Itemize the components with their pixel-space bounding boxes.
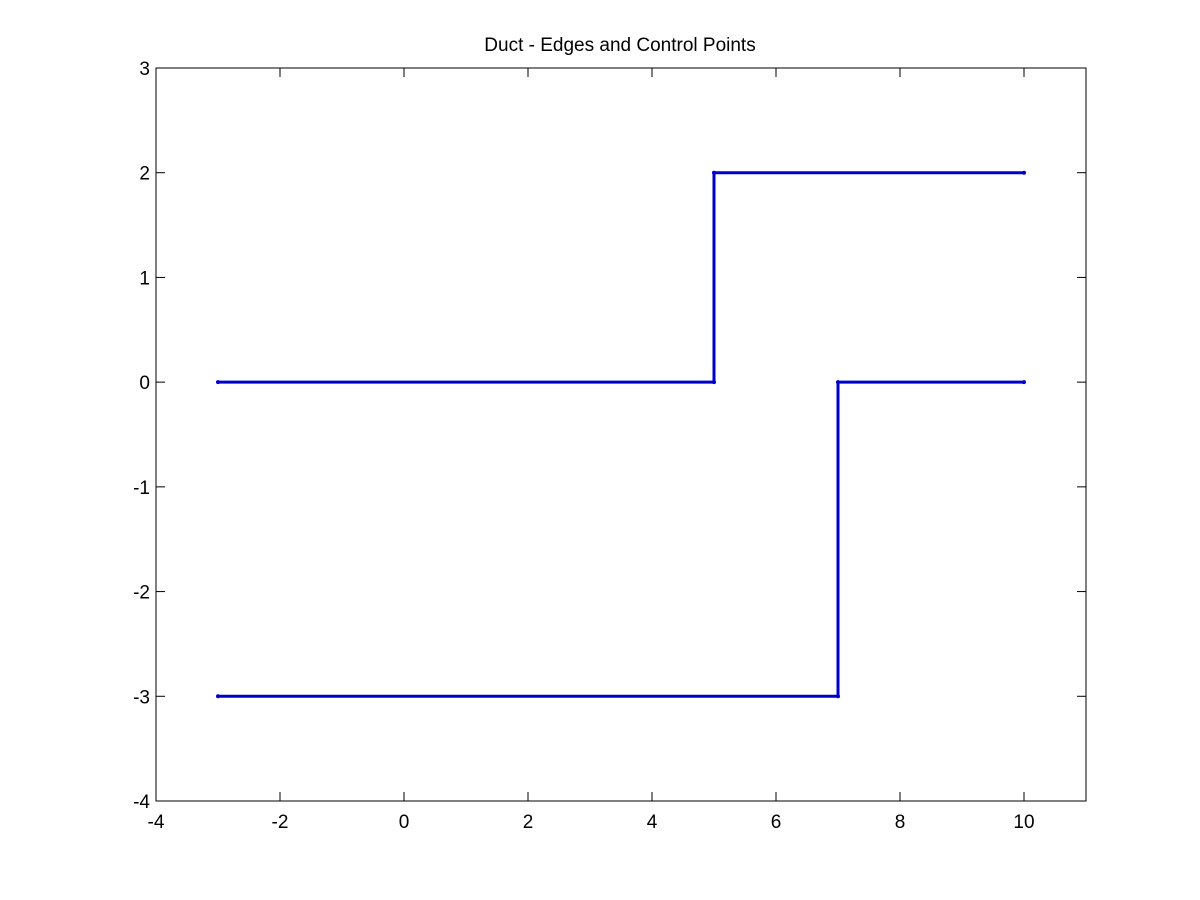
y-tick-label: 2 — [139, 164, 150, 185]
y-tick-label: 3 — [139, 59, 150, 80]
control-point — [216, 380, 220, 385]
x-tick-label: 4 — [647, 812, 658, 833]
control-point — [836, 380, 840, 385]
x-tick-label: 6 — [771, 812, 782, 833]
chart-title: Duct - Edges and Control Points — [484, 35, 755, 56]
duct-edge-line-1 — [218, 171, 1024, 384]
y-tick-label: 0 — [139, 373, 150, 394]
duct-edge-line-2 — [218, 380, 1024, 698]
control-point — [836, 694, 840, 699]
plot-series — [216, 170, 1026, 699]
x-tick-label: 8 — [895, 812, 906, 833]
y-tick-label: -4 — [133, 792, 150, 813]
x-tick-label: -4 — [148, 812, 165, 833]
y-tick-label: -2 — [133, 583, 150, 604]
y-axis-tick-labels: -4 -3 -2 -1 0 1 2 3 — [133, 59, 150, 813]
plot-area — [155, 67, 1087, 802]
y-tick-label: -1 — [133, 478, 150, 499]
control-point — [1022, 380, 1026, 385]
x-tick-label: 2 — [523, 812, 534, 833]
y-tick-label: -3 — [133, 687, 150, 708]
control-point — [216, 694, 220, 699]
control-point — [712, 380, 716, 385]
y-tick-label: 1 — [139, 268, 150, 289]
control-point — [1022, 170, 1026, 175]
axis-ticks — [155, 67, 1086, 802]
x-tick-label: 10 — [1013, 812, 1034, 833]
x-tick-label: 0 — [399, 812, 410, 833]
x-tick-label: -2 — [272, 812, 289, 833]
control-point — [712, 170, 716, 175]
x-axis-tick-labels: -4 -2 0 2 4 6 8 10 — [148, 812, 1035, 833]
